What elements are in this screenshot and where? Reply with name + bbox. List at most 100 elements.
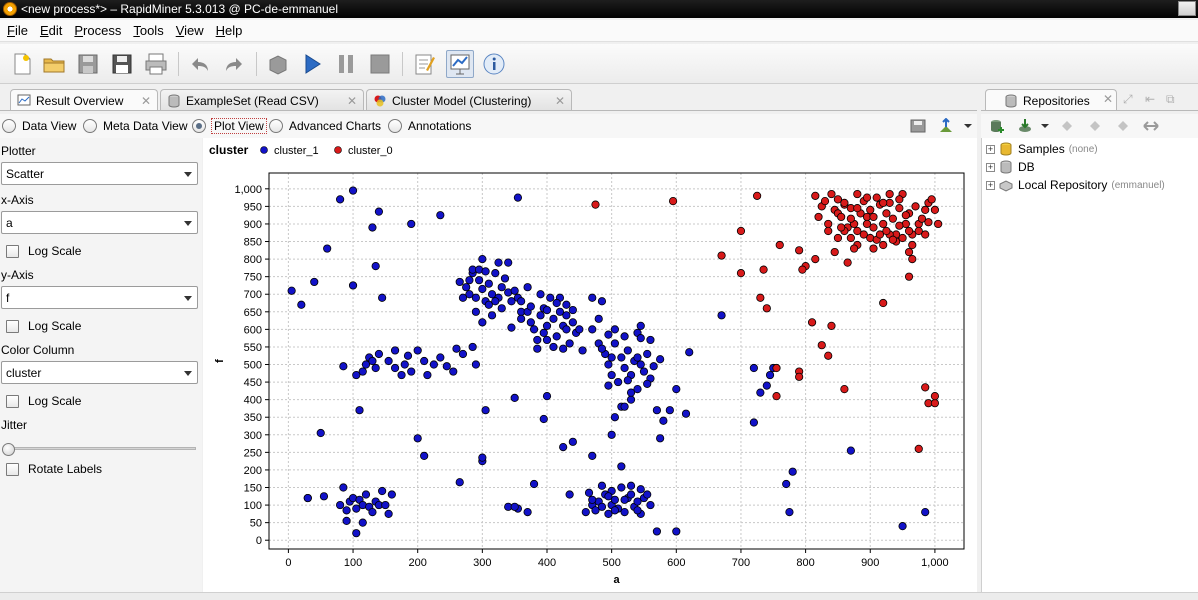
radio-annotations[interactable]: Annotations [388,117,471,135]
tab-result-overview[interactable]: Result Overview ✕ [10,89,158,111]
cluster_1-point [339,483,348,492]
menu-file[interactable]: File [7,23,28,38]
slider-handle[interactable] [2,443,15,456]
y-tick-label: 250 [244,447,262,459]
copy-icon[interactable] [1085,117,1105,135]
stop-icon[interactable] [366,50,394,78]
welcome-info-icon[interactable] [480,50,508,78]
save-icon[interactable] [74,50,102,78]
color-log-scale-checkbox[interactable]: Log Scale [6,394,81,408]
radio-button[interactable] [83,119,97,133]
menu-process[interactable]: Process [74,23,122,38]
restore-icon[interactable]: ⧉ [1166,92,1175,106]
menu-view[interactable]: View [175,23,204,38]
color-column-select[interactable]: cluster [1,361,198,384]
y-axis-select[interactable]: f [1,286,198,309]
radio-meta-data-view[interactable]: Meta Data View [83,117,188,135]
radio-data-view[interactable]: Data View [2,117,76,135]
chevron-down-icon[interactable] [958,117,978,135]
cluster_0-point [833,195,843,204]
radio-advanced-charts[interactable]: Advanced Charts [269,117,381,135]
checkbox[interactable] [6,319,19,333]
result-perspective-icon[interactable] [446,50,474,78]
cluster_1-point [542,321,552,330]
radio-plot-view[interactable]: Plot View [192,117,267,135]
refresh-icon[interactable] [1057,117,1077,135]
expand-icon[interactable]: + [986,161,995,172]
chevron-down-icon[interactable] [1035,117,1055,135]
checkbox[interactable] [6,462,19,476]
cluster_1-point [785,508,794,517]
expand-icon[interactable]: + [986,179,995,190]
rotate-labels-checkbox[interactable]: Rotate Labels [6,462,102,476]
design-perspective-icon[interactable] [410,50,438,78]
close-icon[interactable]: ✕ [140,93,151,108]
x-log-scale-checkbox[interactable]: Log Scale [6,244,81,258]
cluster_1-point [478,284,487,294]
checkbox[interactable] [6,394,19,408]
cluster_1-point [429,360,438,369]
redo-icon[interactable] [220,50,248,78]
cluster_1-point [597,481,607,490]
radio-button[interactable] [269,119,283,133]
radio-button[interactable] [2,119,16,133]
print-icon[interactable] [142,50,170,78]
add-repository-icon[interactable] [987,117,1007,135]
cluster_1-point [549,342,558,352]
cluster_0-point [833,233,843,243]
toolbar-separator [256,52,257,76]
delete-icon[interactable] [1113,117,1133,135]
tab-cluster-model[interactable]: Cluster Model (Clustering) ✕ [366,89,572,111]
tree-node-db[interactable]: + DB [986,159,1035,175]
import-icon[interactable] [1015,117,1035,135]
menu-help[interactable]: Help [215,23,243,38]
menu-tools[interactable]: Tools [133,23,164,38]
tab-repositories[interactable]: Repositories [985,89,1117,111]
tree-node-local-repository[interactable]: + Local Repository (emmanuel) [986,177,1165,193]
status-bar [0,592,1198,600]
open-folder-icon[interactable] [40,50,68,78]
x-tick-label: 900 [861,557,879,569]
cluster_1-point [478,254,487,264]
expand-icon[interactable]: + [986,143,995,154]
cluster_1-point [287,286,296,295]
cluster_0-point [875,230,885,239]
new-process-icon[interactable] [8,50,36,78]
checkbox[interactable] [6,244,19,258]
radio-button[interactable] [388,119,402,133]
tree-node-samples[interactable]: + Samples (none) [986,141,1098,157]
cluster_1-point [610,413,619,422]
validate-icon[interactable] [264,50,292,78]
x-axis-select[interactable]: a [1,211,198,234]
jitter-slider[interactable] [2,443,198,456]
run-icon[interactable] [298,50,326,78]
save-image-icon[interactable] [908,117,928,135]
radio-button[interactable] [192,119,206,133]
cluster_0-point [846,233,855,243]
save-as-icon[interactable] [108,50,136,78]
cluster_0-point [869,223,878,232]
minimize-icon[interactable]: ⇤ [1145,92,1156,106]
undo-icon[interactable] [186,50,214,78]
close-icon[interactable]: ✕ [554,93,565,108]
y-log-scale-checkbox[interactable]: Log Scale [6,319,81,333]
link-icon[interactable] [1141,117,1161,135]
cluster_0-point [934,219,943,229]
cluster_1-point [555,307,565,316]
cluster_1-point [565,339,574,348]
plotter-select[interactable]: Scatter [1,162,198,185]
close-icon[interactable]: ✕ [346,93,357,108]
maximize-icon[interactable]: ⤢ [1123,92,1133,106]
export-icon[interactable] [936,117,956,135]
cluster_1-point [342,506,351,515]
cluster_0-point [898,233,907,243]
cluster_1-point [352,529,361,538]
pause-icon[interactable] [332,50,360,78]
tab-exampleset[interactable]: ExampleSet (Read CSV) ✕ [160,89,364,111]
cluster_1-point [303,493,312,503]
cluster_0-point [853,189,862,199]
window-control-button[interactable] [1178,1,1196,16]
close-icon[interactable]: ✕ [1103,92,1114,106]
cluster_0-point [908,240,917,250]
menu-edit[interactable]: Edit [39,23,63,38]
